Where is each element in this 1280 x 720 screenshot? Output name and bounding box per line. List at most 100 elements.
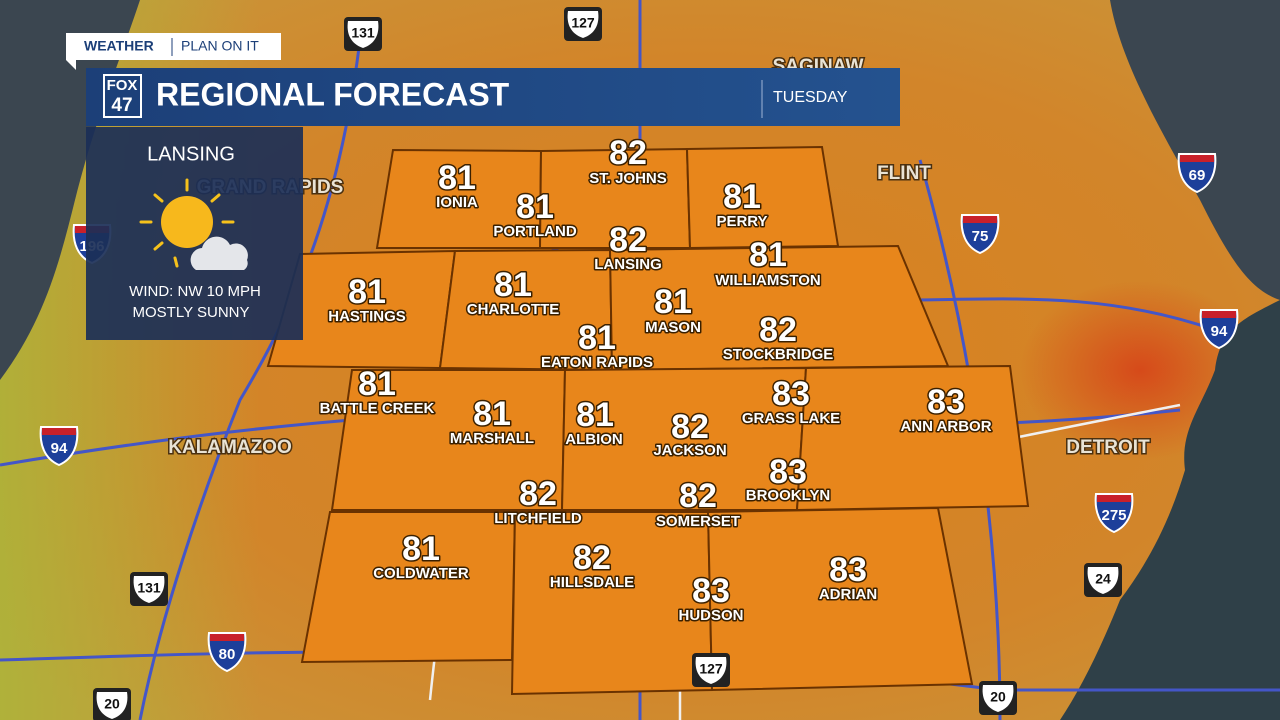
city-name: WILLIAMSTON: [715, 272, 821, 289]
place-label: FLINT: [877, 163, 931, 184]
us-shield: 131: [130, 572, 168, 606]
city-name: GRASS LAKE: [742, 410, 840, 427]
title-bar: [86, 68, 900, 126]
city-name: SOMERSET: [656, 513, 740, 530]
shield-body: [347, 21, 379, 48]
shield-number: 24: [1095, 571, 1111, 587]
shield-top: [42, 428, 76, 435]
city-name: LANSING: [594, 256, 662, 273]
high-temperature: 83: [772, 375, 810, 413]
high-temperature: 81: [576, 396, 614, 434]
shield-body: [1087, 567, 1119, 594]
shield-number: 20: [104, 696, 120, 712]
high-temperature: 83: [769, 453, 807, 491]
us-shield: 127: [692, 653, 730, 687]
logo-top: FOX: [107, 77, 138, 94]
high-temperature: 81: [473, 395, 511, 433]
shield-number: 275: [1101, 507, 1126, 524]
high-temperature: 82: [573, 539, 611, 577]
current-city: LANSING: [147, 143, 235, 165]
shield-body: [1094, 493, 1134, 534]
high-temperature: 82: [759, 311, 797, 349]
lake-huron: [1110, 0, 1280, 300]
shield-number: 94: [1211, 323, 1228, 340]
us-shield: 127: [564, 7, 602, 41]
high-temperature: 81: [438, 159, 476, 197]
place-label: KALAMAZOO: [168, 437, 291, 458]
shield-top: [963, 216, 997, 223]
interstate-shield: 275: [1094, 493, 1134, 534]
high-temperature: 82: [671, 408, 709, 446]
city-name: ANN ARBOR: [900, 418, 991, 435]
brand-tab: [66, 33, 281, 70]
lake-erie: [1060, 300, 1280, 720]
weather-icon: [139, 178, 248, 270]
high-temperature: 81: [749, 236, 787, 274]
city-name: COLDWATER: [373, 565, 469, 582]
shield-top: [210, 634, 244, 641]
high-temperature: 83: [692, 572, 730, 610]
wind: WIND: NW 10 MPH: [129, 283, 261, 300]
high-temperature: 82: [609, 221, 647, 259]
city-name: BATTLE CREEK: [320, 400, 435, 417]
interstate-shield: 75: [960, 214, 1000, 255]
logo: [103, 74, 142, 118]
high-temperature: 81: [402, 530, 440, 568]
logo-bottom: 47: [111, 95, 132, 116]
us-shield: 20: [979, 681, 1017, 715]
high-temperature: 82: [519, 475, 557, 513]
shield-body: [567, 11, 599, 38]
high-temperature: 81: [358, 365, 396, 403]
shield-body: [960, 214, 1000, 255]
day: TUESDAY: [773, 89, 848, 106]
shield-body: [133, 576, 165, 603]
shield-number: 131: [351, 25, 375, 41]
high-temperature: 81: [578, 319, 616, 357]
shield-body: [39, 426, 79, 467]
city-name: ST. JOHNS: [589, 170, 667, 187]
high-temperature: 81: [516, 188, 554, 226]
shield-number: 127: [699, 661, 723, 677]
high-temperature: 81: [348, 273, 386, 311]
shield-number: 80: [219, 646, 236, 663]
high-temperature: 82: [609, 134, 647, 172]
shield-number: 131: [137, 580, 161, 596]
place-label: DETROIT: [1066, 437, 1150, 458]
us-shield: 20: [93, 688, 131, 720]
shield-body: [1199, 309, 1239, 350]
city-name: EATON RAPIDS: [541, 354, 653, 371]
city-name: ALBION: [565, 431, 623, 448]
shield-body: [96, 692, 128, 719]
city-name: HUDSON: [678, 607, 743, 624]
interstate-shield: 69: [1177, 153, 1217, 194]
shield-body: [695, 657, 727, 684]
counties: [266, 145, 1030, 696]
city-name: HILLSDALE: [550, 574, 634, 591]
shield-number: 69: [1189, 167, 1206, 184]
city-name: JACKSON: [653, 442, 726, 459]
city-name: PERRY: [716, 213, 767, 230]
shield-body: [207, 632, 247, 673]
us-shield: 131: [344, 17, 382, 51]
high-temperature: 83: [829, 551, 867, 589]
interstate-shield: 80: [207, 632, 247, 673]
shield-top: [1180, 155, 1214, 162]
city-name: PORTLAND: [493, 223, 576, 240]
city-name: ADRIAN: [819, 586, 877, 603]
shield-top: [1097, 495, 1131, 502]
shield-body: [982, 685, 1014, 712]
city-name: HASTINGS: [328, 308, 406, 325]
title: REGIONAL FORECAST: [156, 76, 510, 112]
shield-number: 75: [972, 228, 989, 245]
high-temperature: 82: [679, 477, 717, 515]
city-name: MARSHALL: [450, 430, 534, 447]
us-shield: 24: [1084, 563, 1122, 597]
city-name: MASON: [645, 319, 701, 336]
interstate-shield: 94: [1199, 309, 1239, 350]
tagline: PLAN ON IT: [181, 38, 259, 54]
high-temperature: 81: [494, 266, 532, 304]
